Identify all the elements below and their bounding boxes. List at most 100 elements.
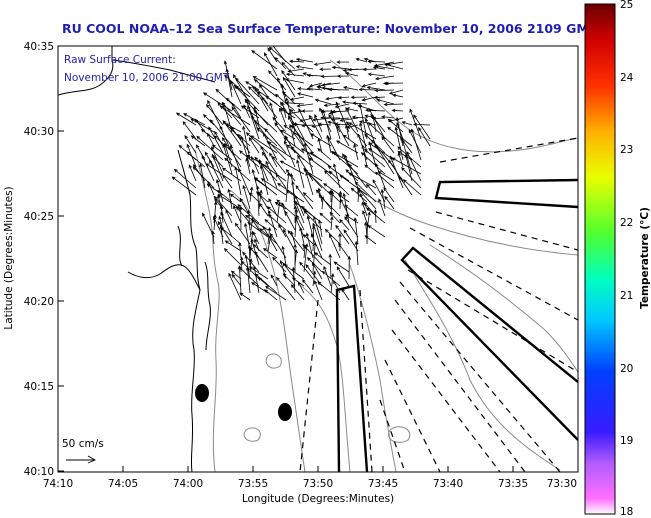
current-vector (238, 168, 251, 196)
current-vector (283, 137, 305, 154)
current-vector (268, 197, 278, 217)
current-vector (328, 114, 341, 133)
current-vector (343, 86, 359, 91)
current-vector (384, 63, 404, 70)
x-tick-label: 73:50 (303, 478, 333, 490)
current-vector (256, 127, 278, 147)
current-vector (342, 153, 350, 168)
current-vector (345, 106, 359, 133)
current-vector (336, 74, 350, 78)
current-vector (245, 81, 260, 91)
current-vector (242, 125, 251, 161)
current-vector (239, 292, 251, 301)
current-vector (260, 178, 287, 196)
current-vector (250, 135, 278, 154)
current-vector (344, 71, 359, 77)
current-vector (356, 189, 361, 203)
current-vector (230, 126, 251, 154)
current-vector (246, 154, 269, 168)
current-vector (312, 270, 317, 287)
current-vector (245, 157, 251, 175)
current-vector (267, 209, 278, 238)
current-vector (234, 166, 242, 196)
current-vector (222, 174, 233, 189)
current-vector (272, 116, 287, 133)
current-vector (272, 256, 287, 273)
current-vector (278, 224, 287, 238)
shipping-lanes (335, 178, 578, 472)
current-vector (217, 190, 233, 203)
current-vector (330, 109, 341, 140)
current-vector (308, 157, 332, 175)
current-vector (251, 50, 278, 70)
current-vector (336, 60, 350, 64)
current-vector (261, 151, 278, 175)
map-layers (58, 46, 578, 472)
x-tick-label: 73:30 (547, 478, 577, 490)
colorbar-tick-label: 18 (620, 506, 633, 518)
current-vector (302, 243, 323, 266)
current-vector (286, 144, 314, 168)
colorbar-tick-label: 25 (620, 0, 633, 11)
current-vector (231, 106, 251, 133)
scale-label: 50 cm/s (62, 438, 104, 450)
current-vector (296, 103, 314, 108)
current-vector (253, 105, 260, 126)
current-vector (381, 136, 395, 154)
current-vector (310, 233, 323, 259)
current-vector (413, 114, 431, 140)
current-vector (211, 230, 215, 245)
current-vector (217, 102, 233, 119)
current-vector (211, 153, 224, 182)
current-vector (318, 219, 323, 238)
current-vector (223, 103, 233, 133)
current-vector (333, 163, 341, 189)
current-vector (234, 222, 251, 245)
current-vector (335, 224, 350, 245)
current-vector (298, 108, 314, 140)
current-vector (248, 137, 260, 154)
current-vector (397, 152, 404, 168)
current-vector (378, 198, 386, 217)
current-vector (328, 253, 332, 280)
current-vector (404, 153, 413, 182)
current-vector (269, 152, 278, 168)
current-vector (295, 185, 314, 210)
current-vector (215, 88, 233, 105)
current-vector (223, 60, 233, 91)
current-vector (227, 188, 233, 210)
current-vector (196, 135, 224, 161)
current-vector (245, 132, 269, 154)
current-vector (183, 113, 206, 126)
current-vector (225, 68, 233, 98)
y-tick-label: 40:20 (24, 296, 54, 308)
current-vector (402, 179, 422, 196)
map-area (58, 46, 578, 472)
current-vector (263, 289, 278, 301)
current-vector (281, 245, 287, 266)
current-vector (251, 155, 260, 175)
current-vector (296, 159, 305, 189)
colorbar-label: Temperature (°C) (639, 207, 651, 309)
current-vector (202, 114, 215, 126)
current-vector (314, 113, 323, 133)
current-vector (249, 230, 255, 259)
current-vector (306, 215, 314, 238)
current-vector (282, 273, 296, 287)
current-vector (391, 93, 404, 98)
current-vector (344, 216, 359, 238)
current-vector (201, 154, 215, 182)
current-vector (401, 167, 422, 189)
current-vector (252, 76, 278, 91)
colorbar-tick-label: 22 (620, 217, 633, 229)
current-vector (345, 121, 368, 147)
current-vector (184, 135, 197, 154)
x-tick-label: 74:05 (108, 478, 138, 490)
current-vector (338, 232, 342, 251)
current-vector (330, 190, 335, 217)
current-vector (345, 169, 359, 182)
current-vector (366, 86, 386, 91)
current-vector (248, 86, 260, 98)
current-vector (265, 160, 278, 189)
